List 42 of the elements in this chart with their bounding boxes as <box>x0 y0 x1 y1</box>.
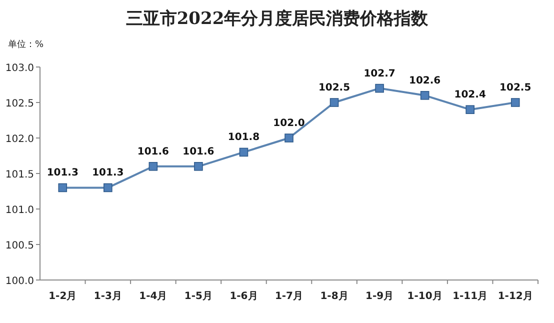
x-tick-label: 1-8月 <box>320 291 348 302</box>
y-tick-label: 102.5 <box>5 98 34 110</box>
x-tick-label: 1-4月 <box>139 291 168 302</box>
data-label: 101.6 <box>182 146 214 158</box>
data-label: 102.7 <box>364 68 396 80</box>
point <box>239 148 248 157</box>
data-label: 101.8 <box>228 132 260 144</box>
y-tick-label: 101.0 <box>5 205 34 216</box>
y-tick-label: 102.0 <box>5 134 34 145</box>
data-label: 102.5 <box>318 82 350 94</box>
point <box>284 134 294 142</box>
x-tick-label: 1-12月 <box>498 291 533 302</box>
point <box>510 98 520 107</box>
x-tick-label: 1-7月 <box>274 291 304 302</box>
point <box>148 162 158 171</box>
point <box>104 183 112 192</box>
x-tick-label: 1-5月 <box>184 291 212 302</box>
x-tick-label: 1-6月 <box>230 291 258 302</box>
point <box>58 183 68 192</box>
data-label: 102.4 <box>454 90 486 101</box>
point <box>420 91 430 100</box>
chart-title: 三亚市2022年分月度居民消费价格指数 <box>126 9 430 29</box>
x-tick-label: 1-3月 <box>94 291 122 302</box>
data-label: 101.6 <box>137 146 170 158</box>
data-label: 102.5 <box>500 82 532 94</box>
y-tick-label: 103.0 <box>5 63 34 74</box>
text: 单位：% <box>8 39 44 50</box>
x-tick-label: 1-2月 <box>48 291 77 302</box>
data-label: 102.0 <box>273 118 305 129</box>
x-tick-label: 1-9月 <box>366 291 394 302</box>
y-tick-label: 101.5 <box>5 170 34 180</box>
x-tick-label: 1-10月 <box>407 291 442 302</box>
data-label: 101.3 <box>46 168 78 179</box>
point <box>375 84 384 93</box>
point <box>330 98 339 107</box>
y-tick-label: 100.5 <box>5 240 34 252</box>
data-label: 101.3 <box>92 168 124 179</box>
y-tick-label: 100.0 <box>5 276 34 287</box>
data-label: 102.6 <box>409 75 441 86</box>
point <box>194 162 203 171</box>
point <box>466 105 474 114</box>
x-tick-label: 1-11月 <box>452 291 488 302</box>
